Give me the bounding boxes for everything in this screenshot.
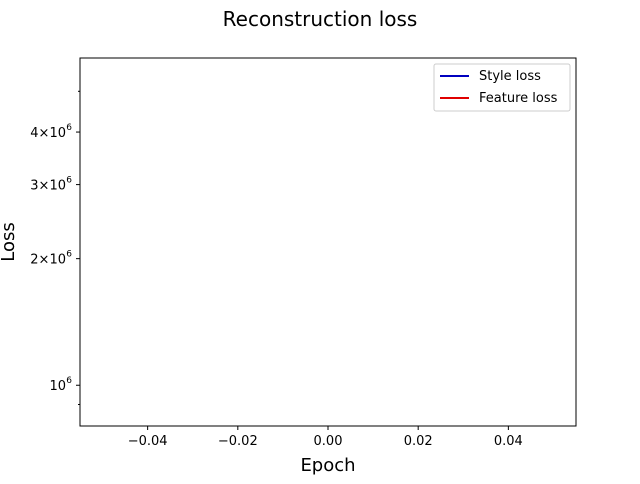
x-axis-label: Epoch bbox=[300, 455, 355, 476]
x-tick-label: −0.04 bbox=[128, 434, 168, 449]
x-tick-label: 0.00 bbox=[314, 434, 343, 449]
chart-title: Reconstruction loss bbox=[223, 7, 418, 31]
x-tick-label: 0.04 bbox=[494, 434, 523, 449]
y-axis-ticks: 10 62×10 63×10 64×10 6 bbox=[30, 90, 80, 405]
x-axis-ticks: −0.04 −0.02 0.00 0.02 0.04 bbox=[128, 426, 523, 449]
x-tick-label: −0.02 bbox=[218, 434, 258, 449]
legend-label-style-loss: Style loss bbox=[479, 69, 541, 84]
y-tick-exponent: 6 bbox=[66, 376, 72, 386]
x-tick-label: 0.02 bbox=[404, 434, 433, 449]
y-tick-label: 2×10 bbox=[30, 253, 66, 268]
plot-area bbox=[79, 57, 577, 427]
y-tick-exponent: 6 bbox=[66, 123, 72, 133]
y-tick-label: 4×10 bbox=[30, 126, 66, 141]
y-tick-label: 10 bbox=[49, 379, 66, 394]
y-tick-exponent: 6 bbox=[66, 176, 72, 186]
legend: Style loss Feature loss bbox=[433, 63, 571, 112]
y-tick-exponent: 6 bbox=[66, 250, 72, 260]
legend-label-feature-loss: Feature loss bbox=[479, 91, 558, 106]
y-axis-label: Loss bbox=[0, 222, 19, 261]
y-tick-label: 3×10 bbox=[30, 179, 66, 194]
